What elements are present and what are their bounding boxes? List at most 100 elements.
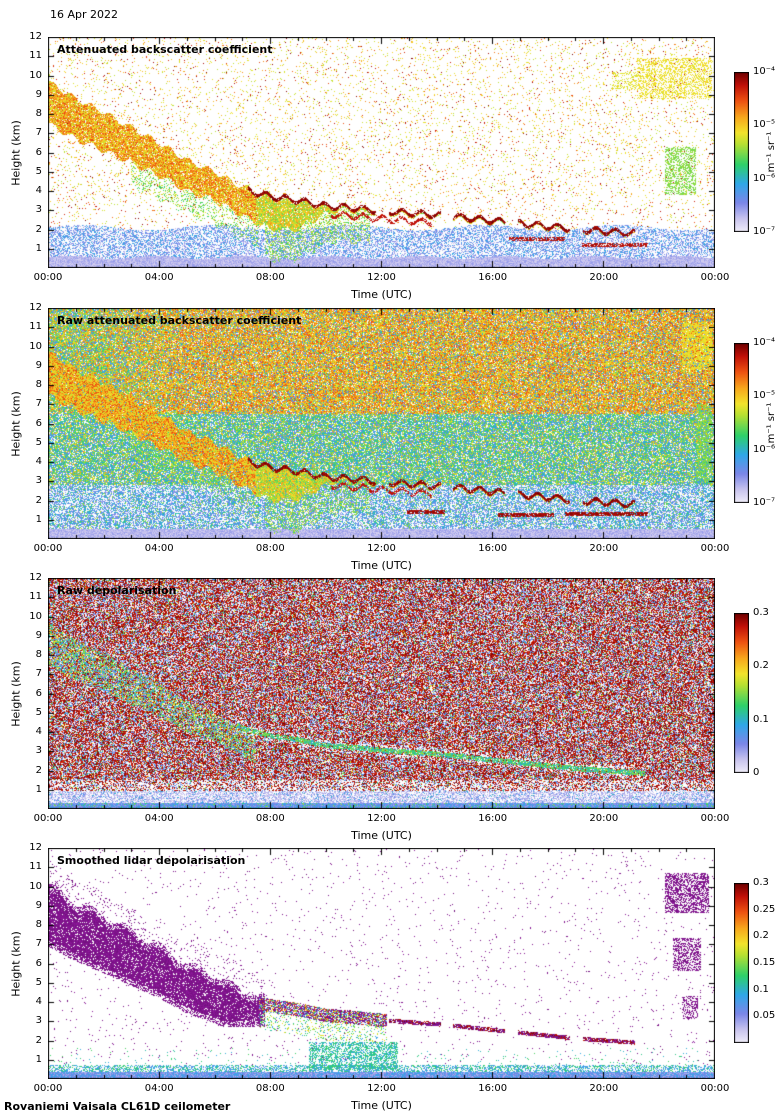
y-tick-label: 5: [35, 976, 42, 988]
y-tick-label: 8: [35, 108, 42, 119]
x-tick-label: 00:00: [33, 1083, 63, 1094]
y-tick-label: 11: [29, 321, 42, 333]
x-tick-label: 20:00: [589, 813, 619, 824]
colorbar-tick-label: 0.3: [753, 877, 769, 888]
panel-4-heatmap-canvas: [48, 848, 715, 1079]
y-tick-label: 5: [35, 165, 42, 177]
colorbar-unit-label: m⁻¹ sr⁻¹: [766, 131, 777, 173]
x-tick-label: 12:00: [367, 272, 396, 283]
panel-4-title: Smoothed lidar depolarisation: [57, 854, 246, 867]
panel-3-heatmap-canvas: [48, 578, 715, 809]
y-tick-label: 2: [35, 764, 42, 776]
y-tick-label: 9: [35, 899, 42, 911]
y-tick-label: 6: [35, 417, 42, 429]
y-tick-label: 3: [35, 745, 42, 757]
y-axis-label: Height (km): [9, 660, 23, 727]
y-tick-label: 10: [29, 69, 42, 81]
colorbar-tick-label: 0.25: [753, 903, 776, 915]
y-tick-label: 9: [35, 629, 42, 641]
y-tick-label: 1: [35, 513, 42, 525]
y-tick-label: 2: [35, 223, 42, 235]
x-tick-label: 04:00: [144, 813, 174, 824]
colorbar-tick-label: 0.1: [753, 713, 769, 725]
y-tick-label: 10: [29, 610, 42, 622]
colorbar-tick-label: 10⁻⁵: [753, 119, 776, 131]
panel-3-title: Raw depolarisation: [57, 584, 177, 597]
x-tick-label: 00:00: [700, 813, 730, 824]
x-axis-label: Time (UTC): [351, 829, 412, 842]
y-axis-label: Height (km): [9, 390, 23, 457]
colorbar-tick-label: 10⁻⁴: [753, 66, 776, 77]
y-tick-label: 2: [35, 494, 42, 506]
x-tick-label: 20:00: [589, 543, 619, 554]
x-tick-label: 16:00: [478, 272, 508, 283]
y-tick-label: 1: [35, 242, 42, 254]
y-tick-label: 3: [35, 475, 42, 487]
y-tick-label: 1: [35, 783, 42, 795]
panel-1-colorbar: [734, 72, 749, 232]
x-tick-label: 08:00: [255, 813, 285, 824]
x-axis-label: Time (UTC): [351, 559, 412, 572]
x-axis-label: Time (UTC): [351, 1099, 412, 1112]
panel-4-colorbar: [734, 883, 749, 1043]
y-tick-label: 2: [35, 1034, 42, 1046]
y-tick-label: 12: [29, 302, 42, 313]
y-tick-label: 11: [29, 591, 42, 603]
x-tick-label: 16:00: [478, 1083, 508, 1094]
y-tick-label: 7: [35, 938, 42, 950]
y-tick-label: 6: [35, 146, 42, 158]
x-tick-label: 20:00: [589, 272, 619, 283]
y-tick-label: 4: [35, 185, 42, 196]
x-tick-label: 00:00: [700, 543, 730, 554]
y-tick-label: 4: [35, 726, 42, 737]
colorbar-tick-label: 0.2: [753, 930, 769, 942]
y-tick-label: 12: [29, 572, 42, 583]
colorbar-tick-label: 10⁻⁷: [753, 497, 776, 508]
x-tick-label: 04:00: [144, 1083, 174, 1094]
y-axis-label: Height (km): [9, 930, 23, 997]
y-tick-label: 4: [35, 996, 42, 1007]
colorbar-tick-label: 10⁻⁶: [753, 172, 776, 184]
x-tick-label: 00:00: [700, 1083, 730, 1094]
y-tick-label: 8: [35, 919, 42, 930]
colorbar-tick-label: 0.1: [753, 983, 769, 995]
y-tick-label: 1: [35, 1053, 42, 1065]
y-tick-label: 7: [35, 398, 42, 410]
instrument-label: Rovaniemi Vaisala CL61D ceilometer: [4, 1100, 231, 1113]
colorbar-tick-label: 0.15: [753, 957, 776, 968]
y-tick-label: 5: [35, 706, 42, 718]
colorbar-tick-label: 0.05: [753, 1010, 776, 1022]
x-tick-label: 20:00: [589, 1083, 619, 1094]
x-axis-label: Time (UTC): [351, 288, 412, 301]
colorbar-tick-label: 10⁻⁴: [753, 337, 776, 348]
y-tick-label: 11: [29, 50, 42, 62]
panel-2-colorbar: [734, 343, 749, 503]
x-tick-label: 08:00: [255, 272, 285, 283]
x-tick-label: 04:00: [144, 272, 174, 283]
x-tick-label: 00:00: [33, 543, 63, 554]
colorbar-tick-label: 10⁻⁵: [753, 390, 776, 402]
x-tick-label: 12:00: [367, 813, 396, 824]
x-tick-label: 08:00: [255, 543, 285, 554]
colorbar-tick-label: 0: [753, 767, 760, 778]
y-tick-label: 8: [35, 649, 42, 660]
panel-1-heatmap-canvas: [48, 37, 715, 268]
y-tick-label: 10: [29, 880, 42, 892]
y-tick-label: 7: [35, 127, 42, 139]
x-tick-label: 04:00: [144, 543, 174, 554]
y-tick-label: 9: [35, 359, 42, 371]
y-tick-label: 12: [29, 31, 42, 42]
colorbar-tick-label: 10⁻⁶: [753, 443, 776, 455]
date-label: 16 Apr 2022: [50, 8, 119, 21]
y-tick-label: 12: [29, 842, 42, 853]
y-tick-label: 8: [35, 379, 42, 390]
y-tick-label: 3: [35, 204, 42, 216]
colorbar-unit-label: m⁻¹ sr⁻¹: [766, 402, 777, 444]
colorbar-tick-label: 10⁻⁷: [753, 226, 776, 237]
x-tick-label: 16:00: [478, 813, 508, 824]
x-tick-label: 16:00: [478, 543, 508, 554]
panel-1-title: Attenuated backscatter coefficient: [57, 43, 273, 56]
y-tick-label: 10: [29, 340, 42, 352]
colorbar-tick-label: 0.2: [753, 660, 769, 672]
